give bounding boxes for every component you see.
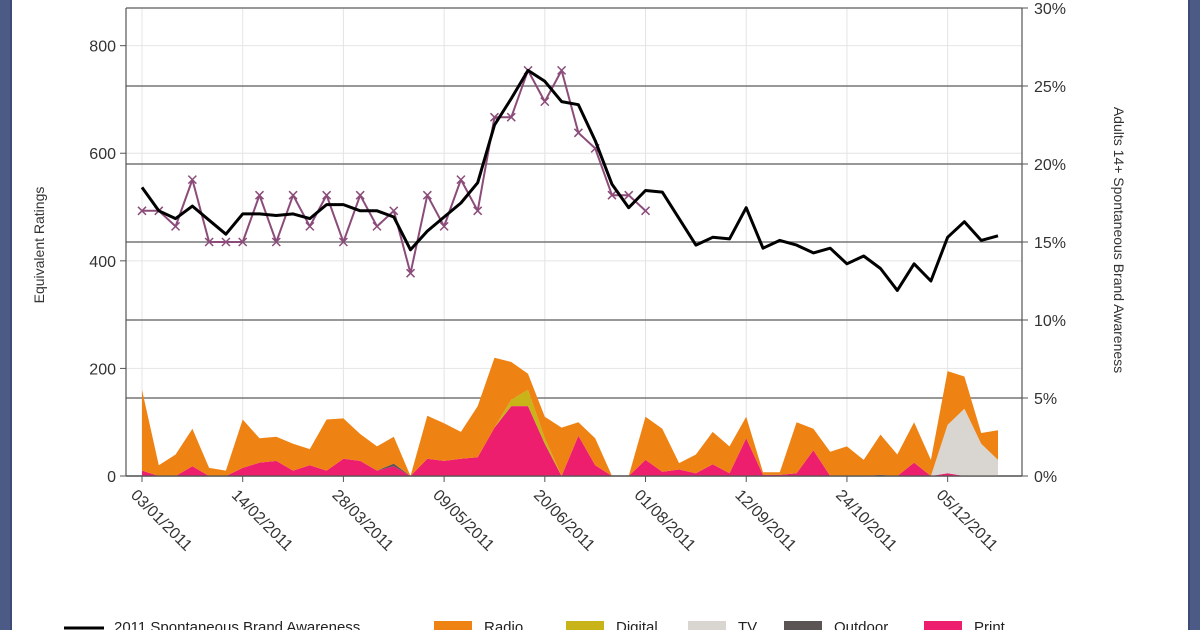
comparison-marker: [238, 237, 248, 247]
comparison-marker: [355, 190, 365, 200]
x-tick-label: 28/03/2011: [329, 487, 397, 555]
comparison-marker: [624, 190, 634, 200]
legend: 2011 Spontaneous Brand Awareness Radio Dig…: [64, 619, 1006, 630]
y-right-tick-label: 20%: [1034, 157, 1066, 174]
axes: [120, 7, 1028, 482]
area-radio: [142, 357, 998, 476]
y-right-tick-label: 15%: [1034, 235, 1066, 252]
chart-panel: 0 200 400 600 800 0% 5% 10% 15% 20% 25% 30% 03/01/20…: [10, 0, 1190, 630]
comparison-marker: [137, 206, 147, 216]
y-axis-left-title: Equivalent Ratings: [31, 187, 47, 304]
x-tick-label: 05/12/2011: [933, 487, 1001, 555]
y-left-tick-label: 200: [89, 361, 116, 378]
comparison-marker: [439, 221, 449, 231]
y-left-tick-label: 400: [89, 254, 116, 271]
x-tick-label: 24/10/2011: [832, 487, 900, 555]
y-right-tick-label: 0%: [1034, 469, 1057, 486]
legend-swatch: [434, 621, 472, 630]
comparison-marker: [573, 128, 583, 138]
y-right-tick-label: 30%: [1034, 1, 1066, 18]
comparison-marker: [557, 65, 567, 75]
comparison-marker: [271, 237, 281, 247]
comparison-marker: [456, 175, 466, 185]
legend-label: Outdoor: [834, 619, 888, 630]
y-right-tick-label: 10%: [1034, 313, 1066, 330]
awareness-line: [140, 68, 999, 292]
comparison-marker: [506, 112, 516, 122]
legend-swatch: [924, 621, 962, 630]
y-right-tick-label: 25%: [1034, 79, 1066, 96]
y-left-tick-label: 600: [89, 146, 116, 163]
comparison-marker: [204, 237, 214, 247]
y-axis-right-title: Adults 14+ Spontaneous Brand Awareness: [1111, 107, 1127, 373]
comparison-marker: [406, 268, 416, 278]
chart-svg: 0 200 400 600 800 0% 5% 10% 15% 20% 25% 30% 03/01/20…: [31, 1, 1127, 630]
legend-label: TV: [738, 619, 757, 630]
line-series: [137, 65, 999, 292]
comparison-marker: [489, 112, 500, 122]
y-left-tick-label: 0: [107, 469, 116, 486]
grid-lines: [126, 7, 1022, 477]
legend-label: Digital: [616, 619, 658, 630]
y-left-tick-label: 800: [89, 39, 116, 56]
comparison-marker: [540, 97, 550, 107]
legend-label: 2011 Spontaneous Brand Awareness: [114, 619, 360, 630]
comparison-marker: [305, 221, 315, 231]
comparison-marker: [288, 190, 298, 200]
x-tick-label: 01/08/2011: [631, 487, 699, 555]
x-tick-label: 14/02/2011: [228, 487, 296, 555]
comparison-marker: [187, 175, 197, 185]
legend-swatch: [784, 621, 822, 630]
legend-swatch: [566, 621, 604, 630]
y-right-tick-label: 5%: [1034, 391, 1057, 408]
x-tick-label: 12/09/2011: [731, 487, 799, 555]
comparison-marker: [640, 206, 651, 216]
x-tick-label: 09/05/2011: [429, 487, 497, 555]
comparison-marker: [422, 190, 432, 200]
comparison-marker: [338, 237, 348, 247]
x-tick-label: 03/01/2011: [127, 487, 195, 555]
comparison-marker: [221, 237, 231, 247]
comparison-marker: [322, 190, 332, 200]
comparison-marker: [607, 190, 617, 200]
x-tick-label: 20/06/2011: [530, 487, 598, 555]
comparison-marker: [254, 190, 265, 200]
legend-label: Radio: [484, 619, 523, 630]
legend-swatch: [688, 621, 726, 630]
legend-label: Print: [974, 619, 1006, 630]
area-print: [142, 406, 998, 476]
comparison-marker: [473, 206, 483, 216]
comparison-marker: [389, 206, 399, 216]
area-series: [142, 357, 998, 476]
comparison-marker: [171, 221, 181, 231]
comparison-marker: [372, 221, 382, 231]
